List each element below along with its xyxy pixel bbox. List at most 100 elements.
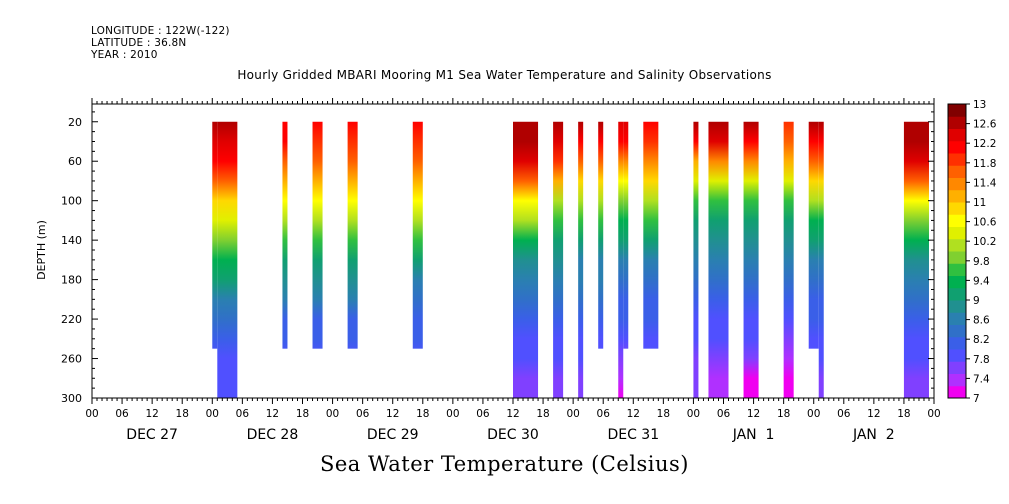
x-hour-label: 06	[476, 408, 490, 420]
y-axis-label: DEPTH (m)	[35, 220, 48, 280]
colorbar-tick-label: 10.6	[973, 217, 997, 229]
x-hour-label: 18	[777, 408, 790, 420]
colorbar-tick-label: 12.6	[973, 119, 997, 131]
colorbar-swatch	[948, 275, 966, 289]
x-hour-label: 12	[386, 408, 399, 420]
x-hour-label: 00	[566, 408, 579, 420]
colorbar-swatch	[948, 373, 966, 387]
colorbar-swatch	[948, 251, 966, 264]
x-hour-label: 12	[867, 408, 880, 420]
colorbar: 13 12.6 12.2 11.8 11.4 11 10.6 10.2 9.8 9.4 9 8.6 8.…	[947, 99, 997, 405]
y-tick-label: 140	[61, 234, 82, 247]
x-hour-label: 12	[145, 408, 158, 420]
y-tick-label: 260	[61, 353, 82, 366]
colorbar-swatch	[948, 226, 966, 240]
x-day-label: DEC 27	[126, 427, 178, 443]
x-hour-label: 00	[807, 408, 820, 420]
y-tick-label: 20	[68, 116, 82, 129]
x-hour-label: 00	[85, 408, 98, 420]
observation-column	[693, 121, 699, 398]
x-hour-label: 06	[717, 408, 731, 420]
x-hour-label: 18	[897, 408, 910, 420]
colorbar-swatch	[948, 165, 966, 178]
observation-column	[412, 121, 423, 349]
observation-column	[643, 121, 659, 349]
chart-title: Hourly Gridded MBARI Mooring M1 Sea Wate…	[237, 68, 772, 82]
colorbar-swatch	[948, 177, 966, 191]
colorbar-swatch	[948, 214, 966, 227]
x-hour-label: 06	[115, 408, 129, 420]
x-hour-label: 12	[266, 408, 279, 420]
x-hour-label: 18	[657, 408, 670, 420]
colorbar-tick-label: 8.6	[973, 315, 990, 327]
x-hour-label: 00	[927, 408, 940, 420]
observation-column	[282, 121, 288, 349]
x-day-label: DEC 29	[367, 427, 419, 443]
x-hour-label: 06	[236, 408, 250, 420]
y-tick-label: 60	[68, 155, 82, 168]
colorbar-tick-label: 7.8	[973, 354, 990, 366]
longitude-label: LONGITUDE : 122W(-122)	[91, 25, 230, 37]
x-hour-label: 12	[506, 408, 519, 420]
colorbar-swatch	[948, 189, 966, 203]
observation-column	[743, 121, 759, 398]
colorbar-border	[947, 103, 967, 399]
y-tick-label: 100	[61, 195, 82, 208]
observation-column	[312, 121, 323, 349]
colorbar-tick-label: 11	[973, 197, 986, 209]
observation-column	[217, 121, 238, 398]
colorbar-tick-label: 9	[973, 295, 980, 307]
colorbar-tick-label: 13	[973, 99, 986, 111]
colorbar-swatch	[948, 361, 966, 374]
x-hour-label: 12	[747, 408, 760, 420]
x-axis: 00 06 12 18 00 06 12 18 00 06 12 18 00 06 12 18 00 06 12 18…	[85, 98, 941, 443]
colorbar-tick-label: 9.8	[973, 256, 990, 268]
x-day-label: DEC 31	[607, 427, 659, 443]
x-day-label: JAN 2	[852, 427, 895, 443]
observation-column	[808, 121, 819, 349]
x-hour-label: 18	[176, 408, 189, 420]
y-tick-label: 180	[61, 274, 82, 287]
colorbar-swatch	[948, 287, 966, 301]
y-axis: 20 60 100 140 180 220 260 300	[61, 111, 934, 405]
colorbar-swatch	[948, 153, 966, 166]
observation-column	[623, 121, 629, 349]
colorbar-tick-label: 11.8	[973, 158, 996, 170]
colorbar-swatch	[948, 128, 966, 142]
y-tick-label: 300	[61, 392, 82, 405]
x-day-label: DEC 30	[487, 427, 539, 443]
colorbar-tick-label: 12.2	[973, 138, 996, 150]
observation-column	[553, 121, 564, 398]
y-tick-label: 220	[61, 313, 82, 326]
year-label: YEAR : 2010	[91, 49, 158, 61]
x-hour-label: 18	[296, 408, 309, 420]
colorbar-swatch	[948, 349, 966, 362]
x-hour-label: 18	[416, 408, 429, 420]
x-hour-label: 00	[446, 408, 459, 420]
colorbar-quantity-label: Sea Water Temperature (Celsius)	[319, 452, 689, 476]
observation-column	[903, 121, 929, 398]
x-hour-label: 12	[627, 408, 640, 420]
x-hour-label: 18	[536, 408, 549, 420]
observation-column	[818, 121, 824, 398]
x-day-label: JAN 1	[732, 427, 775, 443]
colorbar-swatch	[948, 104, 966, 117]
colorbar-swatch	[948, 312, 966, 325]
colorbar-swatch	[948, 238, 966, 252]
x-day-label: DEC 28	[247, 427, 299, 443]
colorbar-tick-label: 9.4	[973, 275, 990, 287]
observation-column	[578, 121, 584, 398]
x-hour-label: 06	[597, 408, 611, 420]
colorbar-tick-label: 7	[973, 393, 980, 405]
colorbar-tick-label: 8.2	[973, 334, 990, 346]
x-hour-label: 06	[356, 408, 370, 420]
colorbar-tick-label: 7.4	[973, 373, 990, 385]
observation-layer	[212, 121, 929, 398]
x-hour-label: 00	[687, 408, 700, 420]
colorbar-swatch	[948, 336, 966, 350]
x-hour-label: 00	[326, 408, 339, 420]
observation-column	[513, 121, 539, 398]
observation-column	[708, 121, 729, 398]
observation-column	[618, 121, 624, 398]
